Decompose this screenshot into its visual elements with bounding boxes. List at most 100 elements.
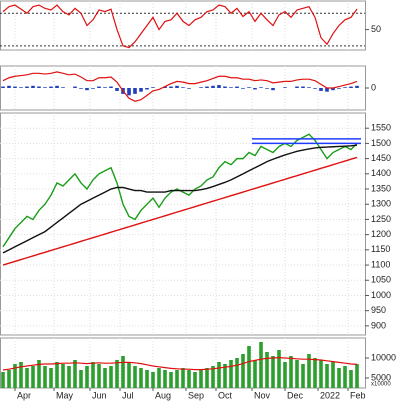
- bar: [223, 364, 227, 388]
- line: [2, 71, 358, 102]
- bar: [151, 87, 155, 88]
- bar: [73, 360, 77, 388]
- bar: [181, 87, 185, 88]
- x-tick-label: 2022: [320, 390, 340, 400]
- bar: [331, 362, 335, 388]
- x-tick-label: Sep: [188, 390, 204, 400]
- bar: [259, 87, 263, 88]
- bar: [349, 86, 353, 88]
- bar: [253, 88, 257, 90]
- bar: [145, 88, 149, 90]
- x-tick-label: Feb: [350, 390, 366, 400]
- bar: [7, 370, 11, 388]
- line: [2, 144, 358, 254]
- bar: [55, 85, 59, 88]
- y-tick-label: 50: [371, 24, 381, 34]
- y-tick-label: 10000: [371, 352, 396, 362]
- x-tick-label: May: [56, 390, 74, 400]
- bar: [127, 88, 131, 96]
- bar: [235, 86, 239, 88]
- bar: [355, 85, 359, 88]
- bar: [217, 85, 221, 88]
- bar: [241, 354, 245, 388]
- bar: [31, 85, 35, 88]
- bar: [229, 360, 233, 388]
- bar: [283, 87, 287, 88]
- bar: [265, 352, 269, 388]
- y-tick-label: 1050: [371, 275, 391, 285]
- bar: [187, 88, 191, 89]
- bar: [19, 362, 23, 388]
- bar: [205, 368, 209, 388]
- bar: [1, 86, 5, 88]
- bar: [61, 87, 65, 88]
- bar: [25, 368, 29, 388]
- bar: [277, 350, 281, 388]
- y-tick-label: 900: [371, 320, 386, 330]
- bar: [115, 88, 119, 91]
- y-tick-label: 1150: [371, 244, 390, 254]
- bar: [13, 364, 17, 388]
- bar: [265, 88, 269, 89]
- bar: [145, 370, 149, 388]
- bar: [301, 86, 305, 88]
- bar: [121, 356, 125, 388]
- unit-label: x10000: [371, 382, 391, 388]
- x-tick-label: Aug: [155, 390, 171, 400]
- bar: [199, 370, 203, 388]
- y-tick-label: 5000: [371, 372, 391, 382]
- bar: [289, 356, 293, 388]
- y-tick-label: 0: [371, 82, 376, 92]
- line: [2, 356, 358, 371]
- bar: [43, 87, 47, 88]
- x-tick-label: Dec: [287, 390, 304, 400]
- bar: [61, 364, 65, 388]
- bar: [349, 370, 353, 388]
- bar: [205, 86, 209, 88]
- bar: [211, 366, 215, 388]
- bar: [25, 86, 29, 88]
- bar: [319, 360, 323, 388]
- y-tick-label: 1300: [371, 199, 391, 209]
- bar: [85, 88, 89, 91]
- x-tick-label: Jul: [122, 390, 134, 400]
- y-tick-label: 1500: [371, 138, 391, 148]
- bar: [343, 366, 347, 388]
- bar: [79, 370, 83, 388]
- panel: [0, 0, 366, 51]
- bar: [49, 86, 53, 88]
- bar: [19, 87, 23, 88]
- bar: [247, 346, 251, 388]
- y-tick-label: 1250: [371, 214, 391, 224]
- x-tick-label: Jun: [92, 390, 107, 400]
- x-tick-label: Apr: [17, 390, 31, 400]
- bar: [67, 366, 71, 388]
- bar: [7, 85, 11, 88]
- bar: [295, 360, 299, 388]
- bar: [223, 86, 227, 88]
- y-tick-label: 1450: [371, 153, 391, 163]
- bar: [259, 342, 263, 388]
- x-tick-label: Oct: [218, 390, 233, 400]
- bar: [151, 372, 155, 388]
- bar: [49, 368, 53, 388]
- bar: [43, 366, 47, 388]
- bar: [217, 362, 221, 388]
- bar: [355, 364, 359, 388]
- bar: [97, 86, 101, 88]
- bar: [73, 86, 77, 88]
- bar: [199, 87, 203, 88]
- bar: [103, 368, 107, 388]
- line: [2, 4, 358, 49]
- bar: [283, 362, 287, 388]
- y-tick-label: 1550: [371, 123, 391, 133]
- bar: [187, 370, 191, 388]
- bar: [1, 372, 5, 388]
- bar: [79, 88, 83, 89]
- bar: [241, 88, 245, 89]
- bar: [247, 87, 251, 88]
- bar: [37, 360, 41, 388]
- bar: [163, 370, 167, 388]
- bar: [325, 88, 329, 92]
